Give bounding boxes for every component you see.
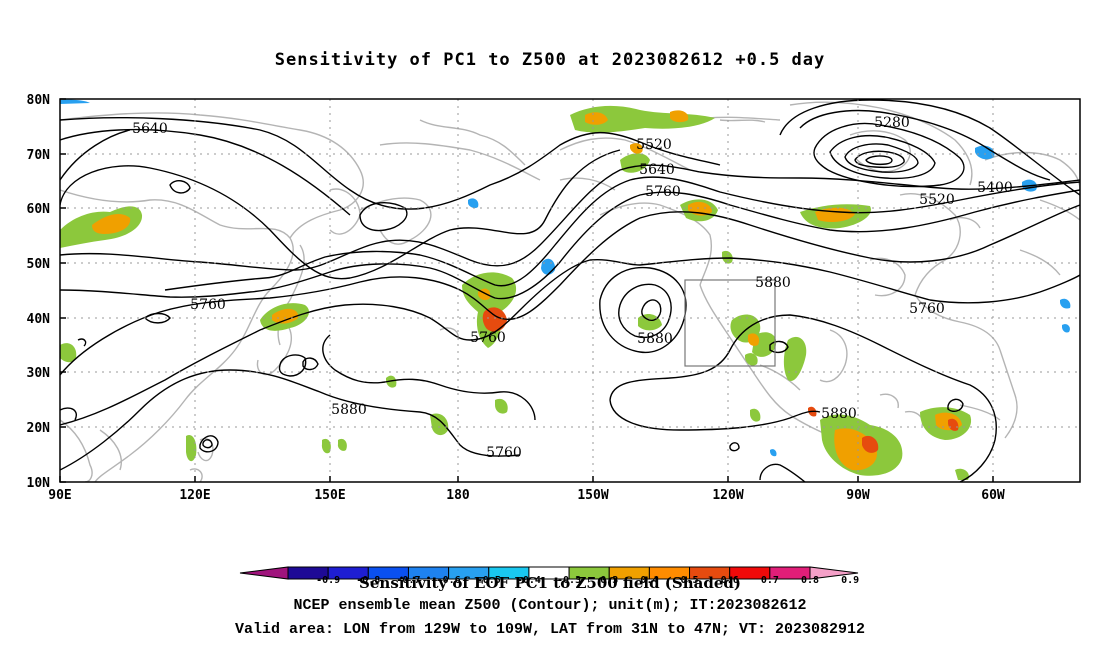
lat-tick-label: 10N bbox=[27, 476, 51, 491]
colorbar-label: 0.6 bbox=[721, 575, 739, 586]
contour-label: 5880 bbox=[755, 275, 791, 291]
map-plot-area bbox=[60, 99, 1080, 482]
colorbar: -0.9 -0.8 -0.7 -0.6 -0.5 -0.4 -0.3 0.3 0.4 0.5 0.6… bbox=[239, 566, 859, 592]
colorbar-label: 0.4 bbox=[640, 575, 658, 586]
colorbar-label: 0.9 bbox=[841, 575, 859, 586]
contour-label: 5640 bbox=[639, 162, 675, 178]
lat-tick-label: 70N bbox=[27, 148, 51, 163]
footer-line-1: NCEP ensemble mean Z500 (Contour); unit(… bbox=[293, 597, 807, 614]
colorbar-label: -0.6 bbox=[437, 575, 461, 586]
colorbar-label: 0.7 bbox=[761, 575, 779, 586]
lat-tick-label: 80N bbox=[27, 93, 51, 108]
lon-tick-label: 60W bbox=[981, 488, 1005, 503]
lon-tick-label: 90E bbox=[48, 488, 71, 503]
lat-tick-label: 20N bbox=[27, 421, 51, 436]
lat-tick-label: 30N bbox=[27, 366, 51, 381]
colorbar-label: -0.8 bbox=[356, 575, 380, 586]
sensitivity-max-areas bbox=[482, 307, 959, 453]
lat-tick-label: 40N bbox=[27, 312, 51, 327]
colorbar-label: -0.7 bbox=[396, 575, 420, 586]
contour-label: 5640 bbox=[132, 121, 168, 137]
map-frame bbox=[59, 98, 1081, 483]
contour-label: 5400 bbox=[977, 180, 1013, 196]
lon-tick-label: 150E bbox=[314, 488, 345, 503]
colorbar-label: -0.4 bbox=[517, 575, 541, 586]
colorbar-arrow-high bbox=[809, 566, 859, 580]
footer-line-2: Valid area: LON from 129W to 109W, LAT f… bbox=[234, 621, 866, 638]
colorbar-caption: Sensitivity of EOF PC1 to Z500 field (Sh… bbox=[359, 574, 741, 592]
chart-title: Sensitivity of PC1 to Z500 at 2023082612… bbox=[274, 50, 826, 70]
contour-label: 5760 bbox=[645, 184, 681, 200]
contour-label: 5760 bbox=[470, 330, 506, 346]
z500-contours bbox=[60, 99, 1080, 482]
lon-tick-label: 150W bbox=[577, 488, 608, 503]
contour-label: 5880 bbox=[331, 402, 367, 418]
contour-label: 5520 bbox=[919, 192, 955, 208]
lat-axis: 80N 70N 60N 50N 40N 30N 20N 10N bbox=[27, 93, 66, 491]
lat-tick-label: 50N bbox=[27, 257, 51, 272]
valid-area-box bbox=[684, 279, 776, 367]
lon-tick-label: 90W bbox=[846, 488, 870, 503]
contour-label: 5520 bbox=[636, 137, 672, 153]
contour-labels: 5640 5520 5640 5760 5280 5400 5520 5760 5880 5760… bbox=[132, 115, 1013, 461]
colorbar-arrow-low bbox=[239, 566, 289, 580]
contour-label: 5760 bbox=[909, 301, 945, 317]
contour-label: 5760 bbox=[486, 445, 522, 461]
grid-lines bbox=[60, 99, 1080, 482]
lon-tick-label: 180 bbox=[446, 488, 470, 503]
contour-label: 5880 bbox=[637, 331, 673, 347]
contour-label: 5880 bbox=[821, 406, 857, 422]
lat-tick-label: 60N bbox=[27, 202, 51, 217]
colorbar-label: -0.3 bbox=[557, 575, 581, 586]
lon-axis: 90E 120E 150E 180 150W 120W 90W 60W bbox=[48, 476, 1005, 503]
colorbar-label: 0.3 bbox=[600, 575, 618, 586]
colorbar-label: -0.9 bbox=[316, 575, 340, 586]
colorbar-label: 0.8 bbox=[801, 575, 819, 586]
colorbar-label: -0.5 bbox=[477, 575, 501, 586]
colorbar-label: 0.5 bbox=[681, 575, 699, 586]
lon-tick-label: 120E bbox=[179, 488, 210, 503]
contour-label: 5760 bbox=[190, 297, 226, 313]
contour-label: 5280 bbox=[874, 115, 910, 131]
lon-tick-label: 120W bbox=[712, 488, 743, 503]
